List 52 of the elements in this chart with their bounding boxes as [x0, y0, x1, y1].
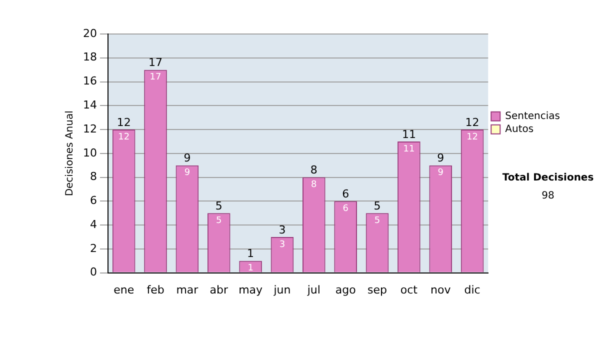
x-tick-label: dic [464, 283, 480, 296]
y-tick-label: 20 [82, 26, 97, 40]
y-tick-label: 10 [82, 146, 97, 160]
total-label: 11 [402, 128, 416, 141]
total-label: 9 [184, 152, 191, 165]
total-label: 5 [215, 199, 222, 212]
total-label: 6 [342, 188, 350, 201]
text: 98 [542, 190, 554, 202]
legend-label: Autos [505, 124, 534, 135]
y-tick-label: 8 [90, 170, 97, 184]
total-label: 12 [465, 116, 480, 129]
total-label: 12 [116, 116, 131, 129]
x-tick-label: oct [400, 283, 418, 296]
x-tick-label: nov [430, 283, 452, 296]
x-tick-label: ago [335, 283, 356, 296]
x-tick-label: feb [146, 283, 164, 296]
total-label: 3 [278, 223, 286, 236]
data-label: 8 [311, 180, 318, 190]
total-label: 1 [247, 247, 254, 260]
y-tick-label: 18 [82, 50, 97, 64]
data-label: 9 [438, 168, 444, 178]
x-tick-label: mar [176, 283, 199, 296]
data-label: 12 [118, 132, 130, 142]
total-label: 5 [374, 199, 381, 212]
data-label: 5 [216, 216, 222, 226]
total-label: 9 [437, 152, 444, 165]
data-label: 9 [184, 168, 190, 178]
data-label: 5 [374, 216, 380, 226]
data-label: 11 [403, 144, 415, 154]
y-axis-title: Decisiones Anual [64, 110, 76, 196]
x-tick-label: abr [210, 283, 228, 296]
y-tick-label: 12 [82, 122, 97, 136]
x-tick-label: may [238, 283, 264, 296]
x-tick-label: sep [368, 283, 388, 296]
y-tick-label: 0 [90, 266, 97, 279]
data-label: 3 [279, 240, 286, 250]
x-tick-label: ene [114, 283, 134, 296]
legend-label: Sentencias [505, 110, 560, 122]
data-label: 12 [466, 132, 478, 142]
x-tick-label: jun [272, 283, 291, 296]
y-tick-label: 2 [90, 242, 97, 255]
data-label: 6 [342, 204, 349, 214]
data-label: 17 [150, 72, 162, 83]
y-tick-label: 6 [90, 194, 97, 208]
x-tick-label: jul [306, 283, 320, 296]
total-label: 8 [310, 164, 318, 177]
total-label: 17 [148, 56, 163, 70]
y-tick-label: 16 [82, 74, 97, 88]
text: Total Decisiones [502, 172, 594, 184]
data-label: 1 [248, 264, 254, 274]
y-tick-label: 4 [90, 218, 97, 231]
y-tick-label: 14 [82, 98, 97, 112]
